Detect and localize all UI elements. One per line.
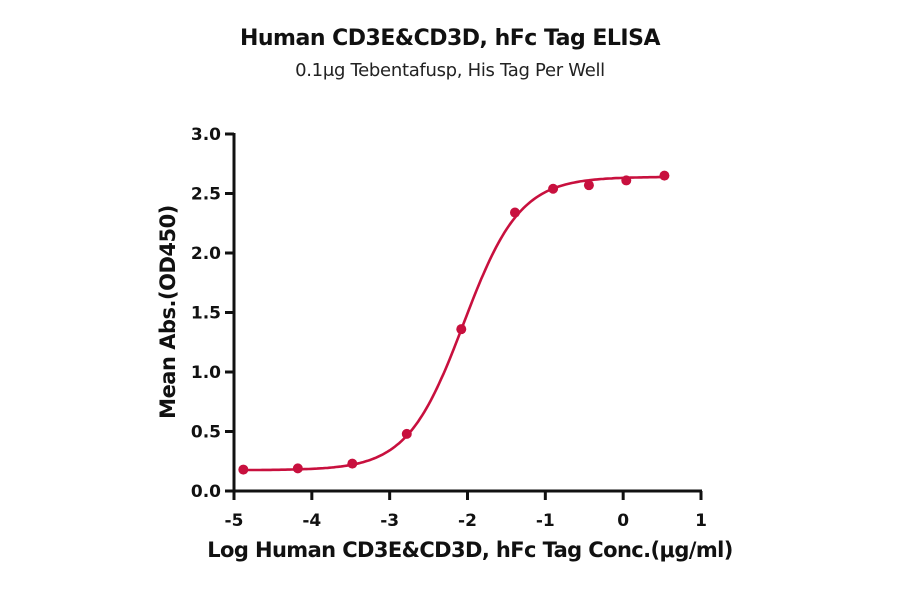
x-tick-label: -3 [380,511,399,531]
data-point [621,175,632,186]
y-tick-label: 2.5 [191,185,221,205]
x-tick-label: 0 [617,511,629,531]
y-tick-label: 0.0 [191,482,221,502]
chart-subtitle: 0.1μg Tebentafusp, His Tag Per Well [295,60,605,81]
data-point [548,183,559,194]
fit-curve [243,175,665,472]
x-tick-label: -2 [458,511,477,531]
data-point [401,428,412,439]
data-point [659,170,670,181]
x-tick-label: -4 [302,511,321,531]
y-tick-label: 2.0 [191,244,221,264]
data-point [456,324,467,335]
data-point [509,207,520,218]
data-point [583,180,594,191]
chart-title: Human CD3E&CD3D, hFc Tag ELISA [239,26,661,51]
x-tick-label: 1 [695,511,707,531]
data-point [292,463,303,474]
y-tick-label: 3.0 [191,125,221,145]
y-tick-label: 1.5 [191,304,221,324]
data-point [347,458,358,469]
data-point [238,464,249,475]
x-axis-label: Log Human CD3E&CD3D, hFc Tag Conc.(μg/ml… [207,538,733,562]
x-tick-label: -5 [225,511,244,531]
y-tick-label: 0.5 [191,423,221,443]
y-tick-label: 1.0 [191,363,221,383]
x-tick-label: -1 [536,511,555,531]
